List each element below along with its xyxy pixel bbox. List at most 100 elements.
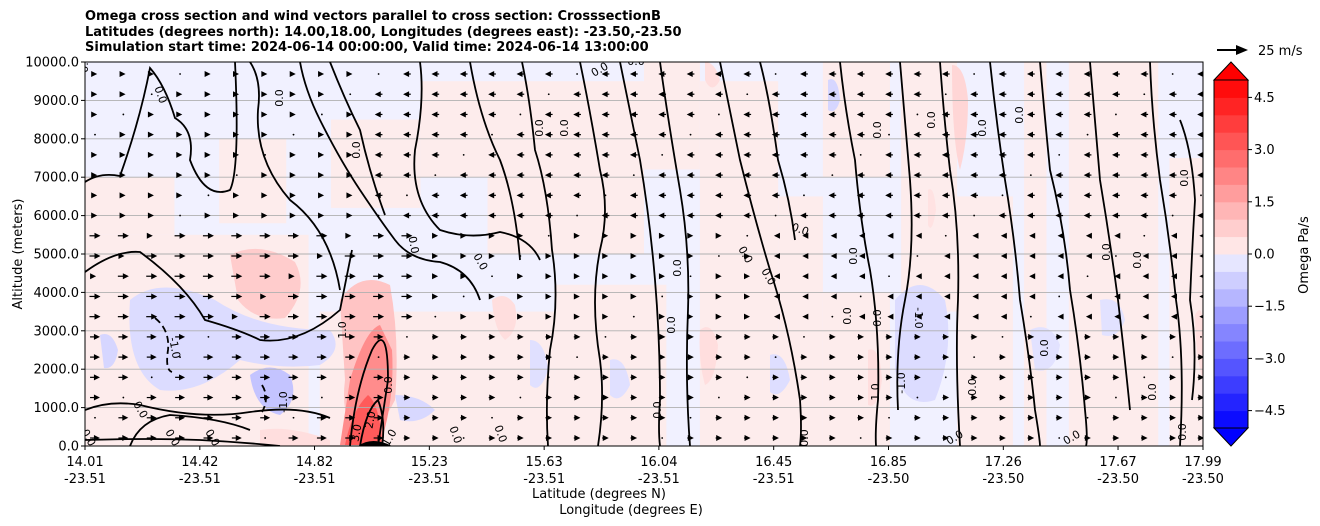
wind-vector-head <box>176 131 183 138</box>
wind-vector <box>118 333 129 340</box>
wind-vector <box>630 394 638 401</box>
wind-vector <box>204 172 211 179</box>
wind-vector-head <box>316 253 323 259</box>
wind-vector <box>942 354 950 361</box>
wind-vector-head <box>176 111 183 118</box>
wind-vector-head <box>715 192 722 199</box>
wind-vector <box>401 273 413 280</box>
wind-vector <box>1112 354 1120 361</box>
wind-vector <box>488 253 495 259</box>
wind-vector-head <box>261 192 268 199</box>
wind-vector-head <box>93 354 100 361</box>
wind-vector <box>576 356 579 359</box>
wind-vector-head <box>829 333 836 340</box>
wind-vector <box>857 354 864 361</box>
wind-vector <box>89 293 101 300</box>
contour-line <box>579 62 606 446</box>
wind-vector <box>403 172 411 179</box>
contour-line <box>1179 119 1196 401</box>
wind-vector-head <box>91 111 98 118</box>
wind-vector <box>1026 91 1035 98</box>
wind-vector <box>89 253 101 259</box>
wind-vector <box>117 232 129 239</box>
wind-vector-head <box>999 435 1006 441</box>
wind-vector-head <box>886 354 893 361</box>
wind-vector <box>715 192 723 199</box>
wind-vector-head <box>885 212 892 219</box>
wind-vector <box>970 111 978 118</box>
colorbar-segment <box>1214 323 1248 342</box>
wind-vector <box>1057 253 1064 259</box>
omega-shaded-region <box>250 367 294 415</box>
wind-vector-head <box>715 293 722 300</box>
wind-vector-head <box>488 91 495 98</box>
contour-line <box>249 62 341 291</box>
wind-vector-head <box>856 172 863 179</box>
wind-vector-head <box>151 273 158 280</box>
wind-vector <box>1140 414 1148 421</box>
wind-vector <box>289 172 296 179</box>
wind-vector <box>802 253 809 259</box>
wind-vector-head <box>944 273 951 280</box>
wind-vector <box>859 295 862 298</box>
wind-vector <box>1197 71 1203 77</box>
wind-vector-head <box>489 354 496 361</box>
wind-vector-head <box>1028 374 1035 381</box>
wind-vector <box>261 192 268 199</box>
wind-vector <box>374 131 383 138</box>
wind-vector <box>1029 315 1032 318</box>
wind-vector <box>374 91 383 98</box>
wind-vector-head <box>146 232 153 239</box>
wind-vector <box>1197 212 1203 219</box>
wind-vector <box>288 435 299 441</box>
wind-vector-head <box>264 333 271 340</box>
wind-vector <box>717 113 720 116</box>
wind-vector-head <box>743 111 750 118</box>
wind-vector <box>204 212 211 219</box>
wind-vector <box>800 151 808 158</box>
wind-vector <box>1027 333 1035 340</box>
wind-vector <box>431 212 440 219</box>
wind-vector <box>687 394 694 401</box>
wind-vector-head <box>1084 435 1091 441</box>
wind-vector <box>346 151 353 158</box>
wind-vector-head <box>232 71 239 77</box>
wind-vector <box>1055 212 1064 219</box>
x-axis-label-latitude: Latitude (degrees N) <box>532 487 666 502</box>
wind-vector <box>1055 71 1064 77</box>
wind-vector-head <box>1140 172 1147 179</box>
wind-vector <box>289 91 296 98</box>
wind-vector <box>658 212 667 219</box>
wind-vector-head <box>516 151 523 158</box>
wind-vector <box>517 435 524 441</box>
wind-vector-head <box>859 313 866 320</box>
positive-region <box>822 62 890 178</box>
wind-vector <box>743 71 752 77</box>
wind-vector <box>231 253 243 259</box>
wind-vector-head <box>318 71 325 77</box>
x-tick-label-latitude: 16.04 <box>640 455 677 470</box>
wind-vector <box>1029 232 1036 239</box>
wind-vector <box>661 437 664 439</box>
omega-shaded-region <box>928 189 936 228</box>
wind-vector <box>802 273 809 280</box>
wind-vector-head <box>122 293 129 300</box>
x-tick-label-longitude: -23.51 <box>179 472 221 487</box>
wind-vector <box>432 333 439 340</box>
wind-vector <box>1026 212 1035 219</box>
wind-vector <box>203 414 214 421</box>
wind-vector <box>203 394 214 401</box>
wind-vector <box>1055 91 1064 98</box>
wind-vector-head <box>1199 233 1203 238</box>
wind-vector <box>602 414 609 421</box>
wind-vector-head <box>629 71 636 77</box>
wind-vector <box>231 333 242 340</box>
contour-line <box>896 62 913 411</box>
wind-vector <box>916 255 919 257</box>
wind-vector-head <box>261 131 268 138</box>
contour-label: 0.0 <box>382 376 395 394</box>
wind-vector-head <box>1085 253 1092 259</box>
wind-vector-head <box>122 232 129 239</box>
wind-vector-head <box>403 212 410 219</box>
wind-vector <box>573 414 581 421</box>
